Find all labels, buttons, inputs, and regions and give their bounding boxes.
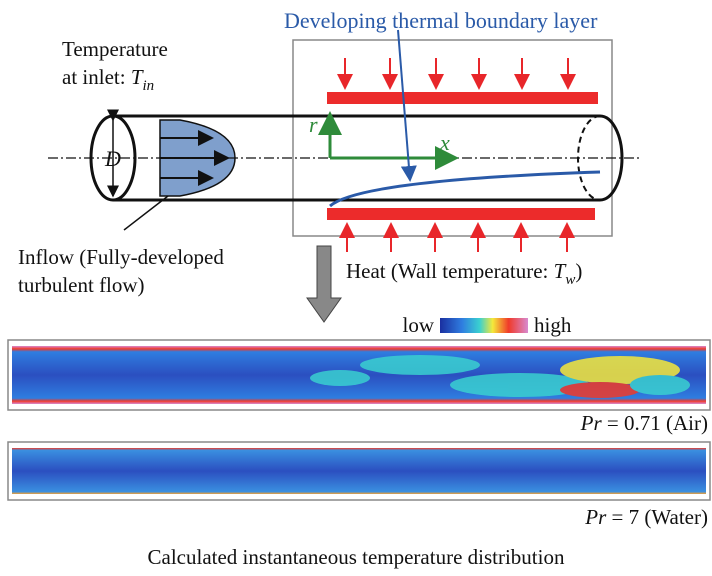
inlet-subscript: in: [143, 78, 155, 94]
boundary-layer-pointer: [397, 29, 417, 182]
heat-arrows: [337, 58, 576, 252]
field-label: Pr = 0.71 (Air): [580, 411, 708, 435]
field-frame: [7, 441, 711, 501]
inflow-label: turbulent flow): [18, 273, 145, 297]
temperature-field: [12, 448, 706, 494]
heat-label-text: Heat (Wall temperature:: [346, 259, 554, 283]
pipe-outlet: [599, 114, 624, 202]
x-axis-label: x: [439, 130, 450, 155]
colorbar-high: high: [534, 313, 572, 337]
heat-subscript: w: [565, 272, 575, 288]
heater-top: [327, 92, 598, 104]
field-label: Pr = 7 (Water): [584, 505, 708, 529]
boundary-layer-label: Developing thermal boundary layer: [284, 8, 598, 33]
pr-symbol: Pr: [580, 411, 603, 435]
inlet-label-text: at inlet:: [62, 65, 131, 89]
r-axis-label: r: [309, 112, 318, 137]
caption: Calculated instantaneous temperature dis…: [148, 545, 565, 569]
heat-symbol: T: [554, 259, 567, 283]
colorbar: [440, 318, 528, 333]
pr-value: = 7 (Water): [606, 505, 708, 529]
inflow-label: Inflow (Fully-developed: [18, 245, 224, 269]
field-frame: [7, 339, 711, 411]
colorbar-low: low: [403, 313, 435, 337]
heat-label: Heat (Wall temperature: Tw): [346, 259, 582, 288]
diameter-label: D: [104, 146, 121, 171]
heater-bottom: [327, 208, 595, 220]
inlet-symbol: T: [131, 65, 144, 89]
pr-value: = 0.71 (Air): [602, 411, 708, 435]
heated-section-box: [292, 39, 613, 237]
down-arrow: [306, 245, 342, 323]
inlet-label: at inlet: Tin: [62, 65, 154, 94]
pr-symbol: Pr: [584, 505, 607, 529]
inlet-label: Temperature: [62, 37, 168, 61]
field-structures: [310, 355, 690, 398]
coordinate-axes: [318, 111, 459, 170]
heat-label-end: ): [575, 259, 582, 283]
inflow-pointer: [123, 195, 169, 231]
boundary-layer-curve: [329, 170, 601, 208]
